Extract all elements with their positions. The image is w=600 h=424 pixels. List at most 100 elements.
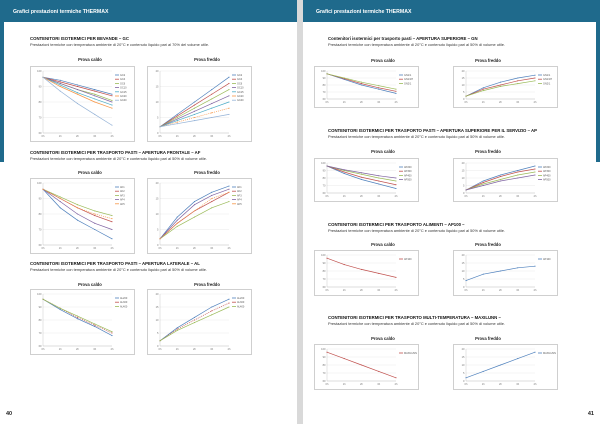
data-point — [211, 306, 213, 308]
chart-title-freddo: Prova freddo — [475, 336, 501, 341]
x-tick-label: 0h — [159, 134, 162, 138]
y-tick-label: 0 — [157, 243, 159, 247]
section-title: CONTENITORI ISOTERMICI PER TRASPORTO ALI… — [328, 222, 465, 227]
legend-label: GN1/1 — [404, 74, 412, 77]
legend-label: GN2/1 — [404, 82, 412, 85]
data-point — [211, 89, 213, 91]
data-point — [211, 201, 213, 203]
y-tick-label: 90 — [323, 355, 326, 359]
y-tick-label: 15 — [156, 85, 159, 89]
legend-label: GC40 — [120, 99, 127, 102]
y-tick-label: 60 — [323, 285, 326, 289]
data-point — [42, 298, 44, 300]
data-point — [94, 213, 96, 215]
chart-title-caldo: Prova caldo — [78, 282, 102, 287]
data-point — [343, 264, 345, 266]
x-tick-label: 4h — [111, 134, 114, 138]
data-point — [59, 81, 61, 83]
y-tick-label: 60 — [323, 97, 326, 101]
chart-title-freddo: Prova freddo — [194, 57, 220, 62]
section-description: Prestazioni termiche con temperatura amb… — [328, 228, 505, 233]
section-description: Prestazioni termiche con temperatura amb… — [30, 267, 207, 272]
section-gn: Contenitori isotermici per trasporto pas… — [328, 36, 578, 47]
y-tick-label: 90 — [39, 305, 42, 309]
data-point — [228, 185, 230, 187]
data-point — [499, 84, 502, 86]
data-point — [176, 115, 178, 117]
x-tick-label: 2h — [76, 134, 79, 138]
x-tick-label: 1h — [59, 347, 62, 351]
x-tick-label: 4h — [534, 100, 537, 104]
data-point — [59, 196, 61, 198]
x-tick-label: 1h — [343, 382, 346, 386]
data-point — [517, 177, 519, 179]
legend-label: AP100 — [543, 258, 551, 261]
y-tick-label: 100 — [37, 292, 42, 296]
data-point — [378, 370, 380, 372]
data-point — [517, 171, 519, 173]
data-point — [111, 104, 113, 106]
data-point — [76, 315, 79, 317]
data-point — [111, 215, 113, 217]
y-tick-label: 5 — [463, 184, 465, 188]
data-point — [193, 210, 196, 212]
data-point — [211, 116, 213, 119]
y-tick-label: 0 — [463, 97, 465, 101]
data-point — [482, 88, 484, 90]
x-tick-label: 1h — [176, 134, 179, 138]
x-tick-label: 4h — [395, 194, 398, 198]
y-tick-label: 5 — [463, 90, 465, 94]
chart-af-freddo: 20 15 10 5 0 0h 1h 2h 3h 4h AF1 AF2 AF3 AF4 AF5 — [147, 178, 252, 254]
y-tick-label: 5 — [157, 116, 159, 120]
y-tick-label: 10 — [156, 100, 159, 104]
x-tick-label: 2h — [76, 347, 79, 351]
data-point — [228, 201, 230, 203]
legend-label: AP300 — [543, 170, 551, 173]
data-point — [76, 92, 79, 94]
right-page-tab-marker — [596, 22, 600, 162]
y-tick-label: 10 — [462, 83, 465, 87]
data-point — [111, 221, 113, 223]
chart-title-freddo: Prova freddo — [475, 58, 501, 63]
x-tick-label: 4h — [111, 347, 114, 351]
x-tick-label: 0h — [465, 382, 468, 386]
data-point — [482, 183, 484, 185]
data-point — [360, 178, 363, 181]
data-point — [534, 74, 536, 76]
data-point — [499, 270, 502, 272]
y-tick-label: 5 — [157, 331, 159, 335]
data-point — [59, 207, 61, 209]
data-point — [94, 325, 96, 328]
data-point — [59, 84, 61, 86]
y-tick-label: 0 — [157, 344, 159, 348]
data-point — [94, 93, 96, 95]
legend-label: AF4 — [120, 199, 125, 202]
data-point — [59, 197, 61, 200]
chart-title-caldo: Prova caldo — [371, 336, 395, 341]
x-tick-label: 1h — [176, 347, 179, 351]
data-point — [111, 101, 113, 103]
legend-label: GN1/1H — [404, 78, 413, 81]
x-tick-label: 3h — [210, 347, 213, 351]
series-line — [159, 185, 230, 240]
series-line — [42, 188, 113, 216]
x-tick-label: 1h — [59, 134, 62, 138]
y-tick-label: 80 — [323, 363, 326, 367]
data-point — [59, 201, 61, 203]
left-page-header: Grafici prestazioni termiche THERMAX — [0, 0, 297, 22]
data-point — [228, 95, 230, 97]
data-point — [176, 118, 178, 120]
data-point — [111, 335, 113, 337]
data-point — [76, 84, 79, 86]
section-gc: CONTENITORI ISOTERMICI PER BEVANDE – GC … — [30, 36, 280, 47]
data-point — [326, 73, 328, 75]
series-line — [326, 73, 397, 90]
legend-label: AF3 — [120, 194, 125, 197]
y-tick-label: 90 — [323, 76, 326, 80]
legend-label: GN1/1 — [543, 74, 551, 77]
legend-label: GC10 — [120, 87, 127, 90]
data-point — [482, 370, 484, 372]
left-page-tab-marker — [0, 22, 4, 162]
